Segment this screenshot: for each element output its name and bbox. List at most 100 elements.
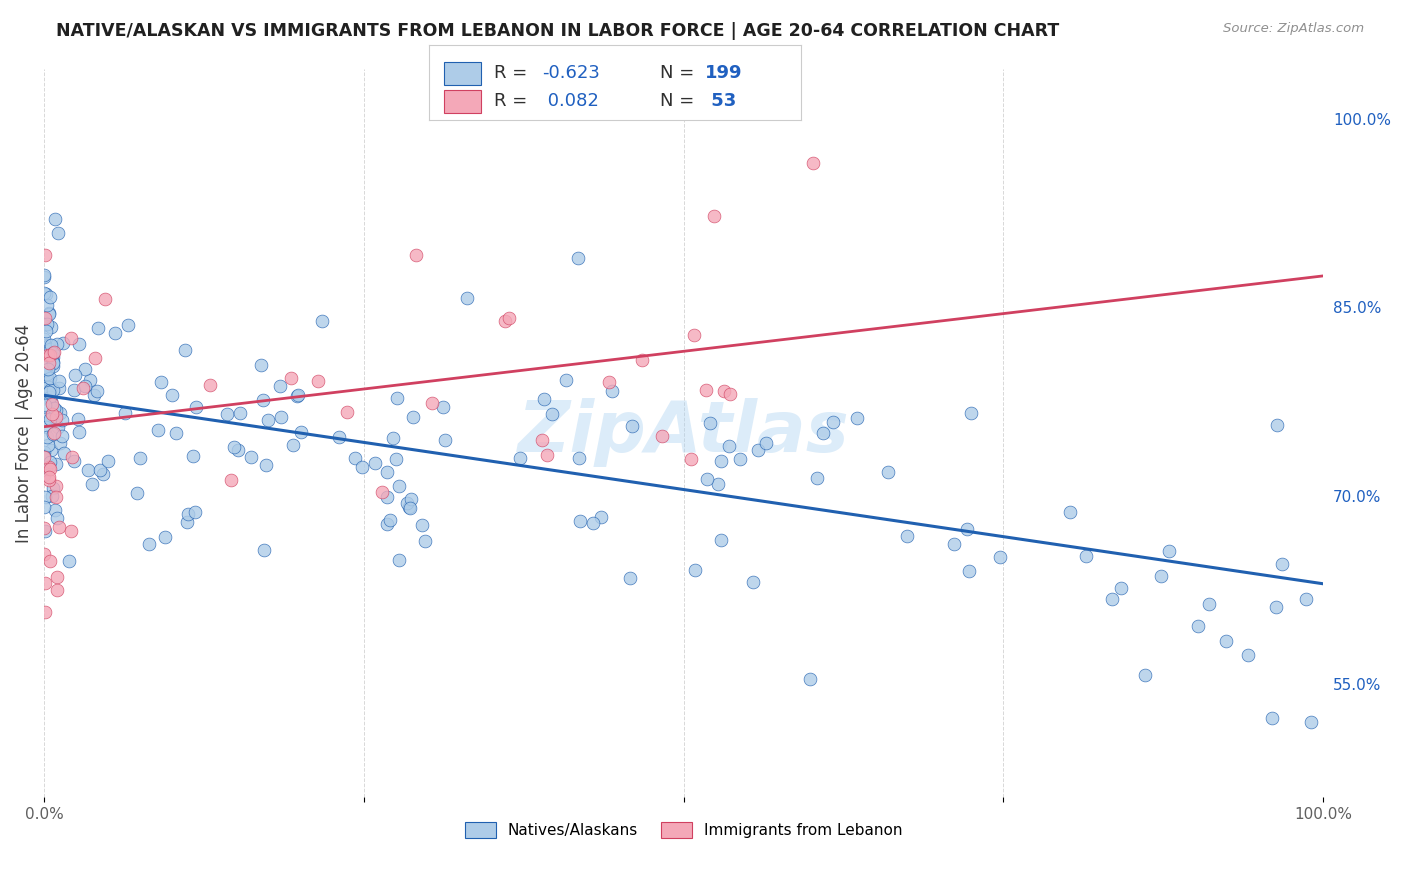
Point [959, 406, 981, 420]
Text: N =: N = [659, 64, 700, 82]
Point [34, 398, 56, 412]
Point [38, 459, 60, 474]
Point [80, 476, 103, 491]
Text: 53: 53 [704, 93, 735, 111]
Point [411, 517, 433, 532]
Point [63, 383, 86, 397]
Point [79, 373, 101, 387]
Point [285, 389, 308, 403]
Point [165, 425, 187, 440]
Point [1187, 619, 1209, 633]
Point [83, 351, 105, 365]
Point [34, 500, 56, 515]
Point [385, 451, 408, 466]
Point [240, 450, 263, 464]
Point [896, 529, 918, 543]
Point [631, 353, 654, 368]
Point [41, 359, 63, 373]
Point [42, 425, 65, 440]
Point [45, 402, 67, 417]
Point [388, 479, 411, 493]
Point [173, 343, 195, 357]
Point [371, 485, 394, 500]
Point [388, 553, 411, 567]
Point [307, 374, 329, 388]
Point [32, 547, 55, 561]
Point [38, 473, 60, 487]
Point [343, 450, 366, 465]
Point [713, 384, 735, 398]
Point [51, 413, 73, 427]
Point [710, 533, 733, 547]
Point [943, 537, 966, 551]
Point [877, 465, 900, 479]
Point [598, 375, 620, 389]
Point [32, 521, 55, 535]
Point [35, 318, 58, 332]
Point [42, 356, 65, 370]
Point [184, 401, 207, 415]
Point [93, 292, 115, 306]
Point [34, 412, 56, 426]
Point [52, 445, 75, 459]
FancyBboxPatch shape [444, 62, 481, 85]
Point [181, 450, 204, 464]
Point [257, 413, 280, 427]
Point [72, 381, 94, 395]
Point [83, 388, 105, 402]
Point [76, 463, 98, 477]
Point [34, 338, 56, 352]
Point [60, 524, 83, 538]
Point [432, 401, 454, 415]
Point [34, 524, 56, 538]
Point [811, 425, 834, 440]
Point [67, 337, 90, 351]
Point [35, 420, 58, 434]
Point [957, 564, 980, 578]
Point [37, 362, 59, 376]
Point [49, 406, 72, 420]
Point [32, 449, 55, 463]
Text: 199: 199 [704, 64, 742, 82]
Text: 0.082: 0.082 [543, 93, 599, 111]
Point [350, 459, 373, 474]
Point [1260, 711, 1282, 725]
Point [728, 452, 751, 467]
Point [34, 450, 56, 464]
Point [127, 486, 149, 500]
Point [42, 481, 65, 495]
Point [34, 286, 56, 301]
Point [287, 387, 309, 401]
Point [755, 436, 778, 450]
Point [375, 517, 398, 532]
Point [35, 463, 58, 477]
Point [42, 384, 65, 398]
Text: R =: R = [494, 93, 533, 111]
Point [146, 423, 169, 437]
Point [567, 251, 589, 265]
Point [34, 311, 56, 326]
Point [221, 473, 243, 487]
Point [45, 479, 67, 493]
Point [39, 320, 62, 334]
Point [35, 430, 58, 444]
Point [254, 458, 277, 473]
Point [555, 373, 578, 387]
Point [67, 411, 90, 425]
Point [336, 405, 359, 419]
Point [41, 427, 63, 442]
Point [1109, 582, 1132, 596]
Point [311, 314, 333, 328]
Point [48, 374, 70, 388]
Point [38, 338, 60, 352]
Point [222, 441, 245, 455]
Point [651, 429, 673, 443]
Text: -0.623: -0.623 [543, 64, 600, 82]
Point [1157, 543, 1180, 558]
Point [401, 491, 423, 506]
Point [1135, 667, 1157, 681]
Point [801, 155, 824, 169]
Point [87, 320, 110, 334]
Point [434, 433, 457, 447]
Point [37, 438, 59, 452]
